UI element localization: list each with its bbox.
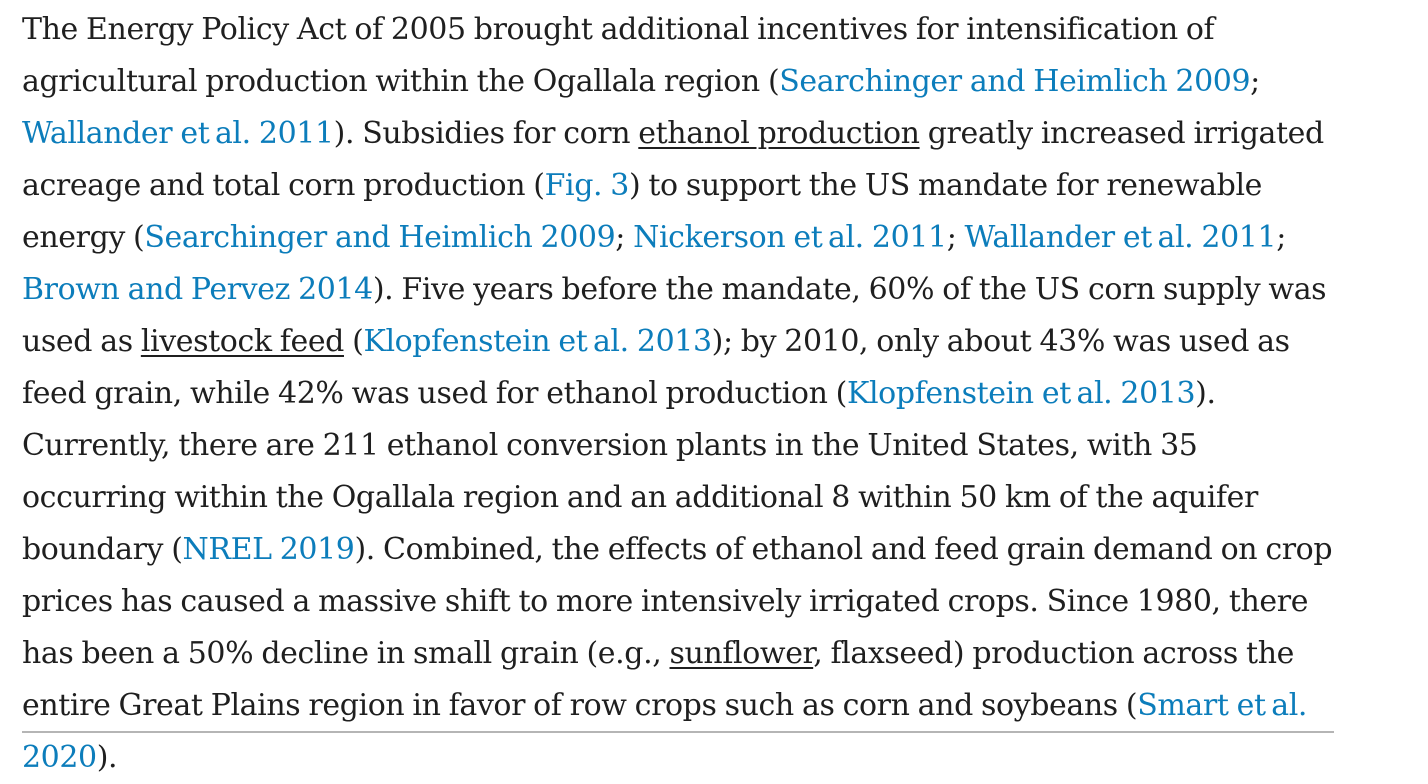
text-segment: ). Subsidies for corn xyxy=(333,116,639,151)
text-segment: ); by 2010, only about 43% was used as f… xyxy=(22,324,1290,411)
text-segment: ; xyxy=(1276,220,1286,255)
citation-link-brown-pervez-2014[interactable]: Brown and Pervez 2014 xyxy=(22,272,373,307)
article-body: The Energy Policy Act of 2005 brought ad… xyxy=(22,0,1342,784)
text-segment: , flaxseed) production across the entire… xyxy=(22,636,1294,723)
text-segment: ( xyxy=(343,324,364,359)
figure-link-fig-3[interactable]: Fig. 3 xyxy=(544,168,630,203)
citation-link-searchinger-heimlich-2009[interactable]: Searchinger and Heimlich 2009 xyxy=(779,64,1251,99)
topic-link-livestock-feed[interactable]: livestock feed xyxy=(140,324,345,359)
citation-link-nickerson-2011[interactable]: Nickerson et al. 2011 xyxy=(633,220,947,255)
text-segment: The Energy Policy Act of 2005 brought ad… xyxy=(22,12,1215,99)
citation-link-klopfenstein-2013[interactable]: Klopfenstein et al. 2013 xyxy=(363,324,712,359)
text-segment: ; xyxy=(615,220,634,255)
topic-link-sunflower[interactable]: sunflower xyxy=(669,636,814,671)
text-segment: ). Currently, there are 211 ethanol conv… xyxy=(22,376,1258,567)
citation-link-wallander-2011[interactable]: Wallander et al. 2011 xyxy=(964,220,1277,255)
citation-link-searchinger-heimlich-2009[interactable]: Searchinger and Heimlich 2009 xyxy=(144,220,616,255)
section-divider xyxy=(22,731,1334,733)
text-segment: ). xyxy=(96,740,118,775)
topic-link-ethanol-production[interactable]: ethanol production xyxy=(638,116,920,151)
citation-link-nrel-2019[interactable]: NREL 2019 xyxy=(182,532,355,567)
text-segment: ; xyxy=(946,220,965,255)
text-segment: greatly increased irrigated acreage and … xyxy=(22,116,1324,203)
text-segment: ) to support the US mandate for renewabl… xyxy=(22,168,1263,255)
text-segment: ; xyxy=(1250,64,1260,99)
citation-link-wallander-2011[interactable]: Wallander et al. 2011 xyxy=(22,116,334,151)
text-segment: ). Five years before the mandate, 60% of… xyxy=(22,272,1327,359)
body-paragraph: The Energy Policy Act of 2005 brought ad… xyxy=(22,0,1342,784)
text-segment: ). Combined, the effects of ethanol and … xyxy=(22,532,1333,671)
citation-link-klopfenstein-2013[interactable]: Klopfenstein et al. 2013 xyxy=(846,376,1196,411)
